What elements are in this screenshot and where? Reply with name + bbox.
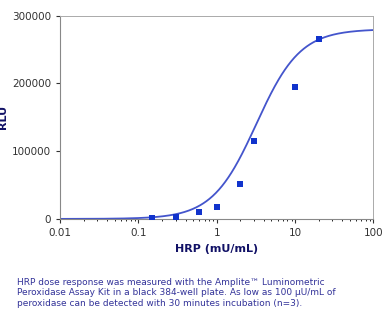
Point bbox=[292, 84, 298, 89]
Point bbox=[149, 216, 155, 220]
Text: HRP dose response was measured with the Amplite™ Luminometric
Peroxidase Assay K: HRP dose response was measured with the … bbox=[17, 278, 336, 308]
Point bbox=[196, 210, 202, 215]
Point bbox=[251, 139, 257, 144]
X-axis label: HRP (mU/mL): HRP (mU/mL) bbox=[175, 244, 258, 254]
Point bbox=[315, 37, 322, 42]
Point bbox=[173, 214, 179, 219]
Point bbox=[237, 181, 243, 186]
Y-axis label: RLU: RLU bbox=[0, 105, 8, 129]
Point bbox=[214, 205, 220, 210]
